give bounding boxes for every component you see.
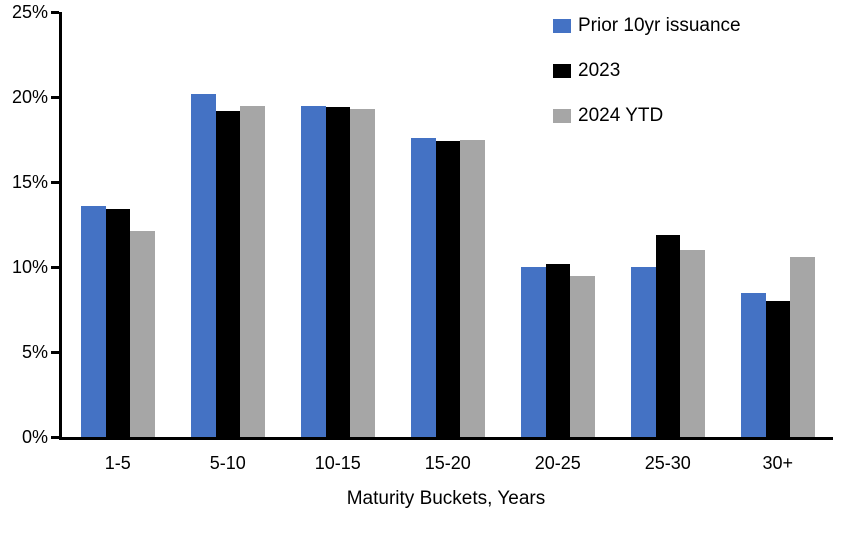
bar-2023-1-5 (105, 209, 130, 437)
x-axis-category-label: 30+ (762, 453, 794, 473)
bar-2024-ytd-15-20 (460, 139, 485, 437)
bar-2024-ytd-10-15 (350, 108, 375, 437)
y-axis-tick (51, 436, 59, 439)
legend-swatch-icon (553, 63, 571, 78)
x-axis-category-label: 15-20 (424, 453, 471, 473)
y-axis-tick-label: 10% (11, 257, 48, 277)
bar-2023-25-30 (655, 234, 680, 437)
bar-prior-10yr-issuance-25-30 (631, 267, 656, 437)
x-axis-category-label: 5-10 (209, 453, 246, 473)
bar-2024-ytd-1-5 (130, 231, 155, 437)
bar-2023-15-20 (435, 141, 460, 437)
bar-prior-10yr-issuance-20-25 (521, 267, 546, 437)
bar-prior-10yr-issuance-30+ (741, 292, 766, 437)
bar-prior-10yr-issuance-10-15 (301, 105, 326, 437)
y-axis-tick (51, 96, 59, 99)
bar-prior-10yr-issuance-5-10 (191, 93, 216, 437)
y-axis-tick (51, 351, 59, 354)
legend-swatch-icon (553, 108, 571, 123)
legend: Prior 10yr issuance 2023 2024 YTD (553, 16, 741, 151)
bar-2024-ytd-20-25 (570, 275, 595, 437)
bar-2024-ytd-30+ (790, 256, 815, 437)
y-axis-tick-label: 0% (21, 427, 48, 447)
y-axis-tick-label: 15% (11, 172, 48, 192)
legend-label: Prior 10yr issuance (578, 15, 741, 36)
legend-item: Prior 10yr issuance (553, 16, 741, 35)
y-axis-tick-label: 5% (21, 342, 48, 362)
legend-label: 2024 YTD (578, 105, 664, 126)
bar-2023-10-15 (325, 107, 350, 437)
y-axis-tick-label: 20% (11, 87, 48, 107)
bar-2024-ytd-25-30 (680, 250, 705, 437)
y-axis-tick (51, 11, 59, 14)
bar-prior-10yr-issuance-15-20 (411, 137, 436, 437)
y-axis-tick (51, 266, 59, 269)
x-axis-category-label: 25-30 (644, 453, 691, 473)
legend-item: 2023 (553, 61, 741, 80)
bar-2023-20-25 (545, 263, 570, 437)
x-axis-category-label: 1-5 (104, 453, 131, 473)
legend-label: 2023 (578, 60, 621, 81)
legend-item: 2024 YTD (553, 106, 741, 125)
bar-prior-10yr-issuance-1-5 (81, 205, 106, 437)
x-axis-category-label: 10-15 (314, 453, 361, 473)
y-axis-tick (51, 181, 59, 184)
x-axis-title: Maturity Buckets, Years (346, 488, 546, 509)
bar-2023-5-10 (215, 110, 240, 437)
y-axis-tick-label: 25% (11, 2, 48, 22)
x-axis-category-label: 20-25 (534, 453, 581, 473)
legend-swatch-icon (553, 18, 571, 33)
plot-area (59, 12, 833, 440)
bar-2024-ytd-5-10 (240, 105, 265, 437)
bar-2023-30+ (765, 301, 790, 437)
